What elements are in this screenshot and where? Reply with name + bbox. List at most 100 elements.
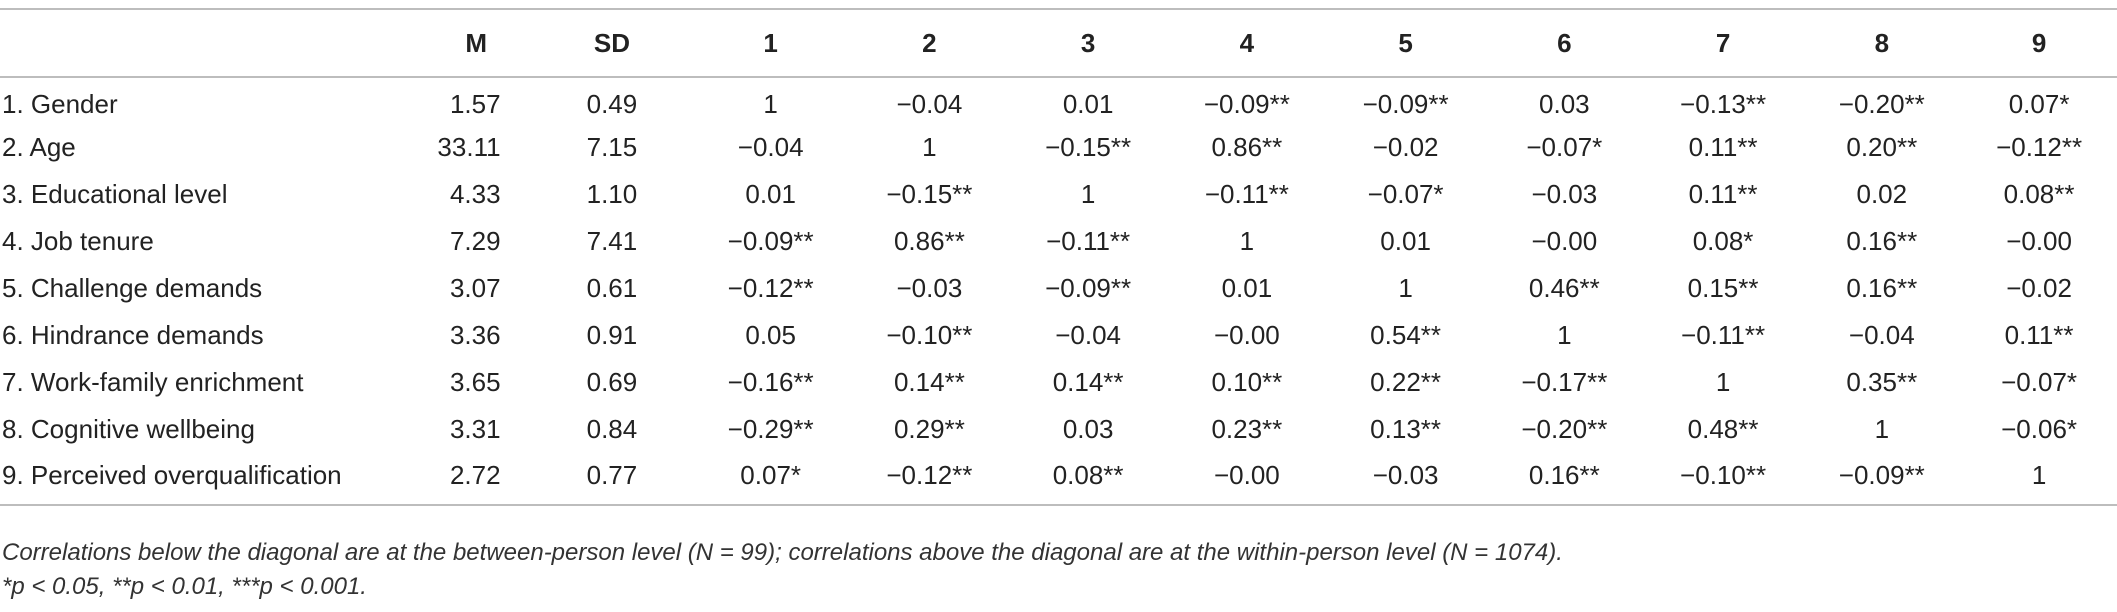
- correlation-cell: −0.10**: [886, 320, 973, 350]
- correlation-cell: 0.08**: [1008, 453, 1168, 506]
- header-cell: 6: [1484, 8, 1644, 78]
- correlation-cell: 0.07*: [691, 453, 851, 506]
- correlation-cell: −0.11**: [1204, 179, 1289, 209]
- correlation-cell: 1: [1961, 453, 2117, 506]
- correlation-cell: 1: [1715, 367, 1731, 397]
- correlation-cell: 0.01: [1221, 273, 1273, 303]
- correlation-cell: −0.09**: [1203, 88, 1290, 119]
- correlation-cell: −0.12**: [727, 273, 814, 303]
- mean-cell: 33.11: [437, 132, 501, 162]
- correlation-cell: −0.03: [1531, 179, 1598, 209]
- correlation-cell: −0.15**: [886, 179, 973, 209]
- sd-cell: 0.61: [586, 273, 638, 303]
- correlation-cell: 0.01: [1380, 226, 1431, 256]
- correlation-cell: −0.00: [1531, 226, 1598, 256]
- table-row: 1. Gender 1.57 0.49 1 −0.04 0.01 −0.09** −0.09*…: [0, 77, 2117, 124]
- correlation-cell: −0.09**: [1362, 88, 1449, 119]
- sd-cell: 1.10: [586, 179, 638, 209]
- correlation-cell: 0.48**: [1687, 414, 1759, 444]
- correlation-cell: −0.09**: [1045, 273, 1132, 303]
- footnote-line-1: Correlations below the diagonal are at t…: [2, 539, 1563, 566]
- correlation-cell: 1: [922, 132, 937, 162]
- correlation-cell: 0.11**: [2004, 320, 2074, 350]
- correlation-cell: 1: [1874, 414, 1890, 444]
- correlation-cell: 1: [1557, 320, 1572, 350]
- correlation-cell: −0.07*: [1367, 179, 1444, 209]
- mean-cell: 4.33: [449, 179, 501, 209]
- table-row: 8. Cognitive wellbeing 3.31 0.84 −0.29** 0.2…: [0, 406, 2117, 453]
- table-row: 5. Challenge demands 3.07 0.61 −0.12** −0.03…: [0, 265, 2117, 312]
- correlation-cell: −0.02: [2006, 273, 2072, 303]
- correlation-cell: 0.20**: [1846, 132, 1918, 162]
- sd-cell: 7.15: [586, 132, 638, 162]
- correlation-cell: −0.04: [737, 132, 804, 162]
- correlation-cell: −0.03: [1326, 453, 1485, 506]
- mean-cell: 1.57: [449, 88, 501, 119]
- correlation-cell: 0.02: [1856, 179, 1908, 209]
- table-row: 9. Perceived overqualification 2.72 0.77 0.…: [0, 453, 2117, 506]
- mean-cell: 3.31: [449, 414, 501, 444]
- table-row: 3. Educational level 4.33 1.10 0.01 −0.15** 1…: [0, 171, 2117, 218]
- variable-name-cell: 9. Perceived overqualification: [0, 453, 420, 506]
- correlation-cell: 1: [763, 88, 778, 119]
- header-cell: 4: [1167, 8, 1327, 78]
- correlation-cell: 0.29**: [893, 414, 965, 444]
- correlation-cell: 1: [1398, 273, 1413, 303]
- mean-cell: 3.07: [449, 273, 501, 303]
- sd-cell: 0.69: [586, 367, 638, 397]
- correlation-cell: 0.11**: [1688, 132, 1758, 162]
- correlation-cell: 0.08*: [1692, 226, 1754, 256]
- correlation-cell: −0.03: [896, 273, 963, 303]
- correlation-cell: 0.10**: [1211, 367, 1283, 397]
- correlation-cell: 0.35**: [1846, 367, 1918, 397]
- correlation-cell: −0.04: [1055, 320, 1122, 350]
- variable-name-cell: 3. Educational level: [2, 179, 228, 209]
- mean-cell: 3.65: [449, 367, 501, 397]
- correlation-cell: 0.14**: [1052, 367, 1124, 397]
- header-cell: 5: [1326, 8, 1485, 78]
- table-row: 2. Age 33.11 7.15 −0.04 1 −0.15** 0.86** −0.02 −…: [0, 124, 2117, 171]
- sd-cell: 7.41: [586, 226, 638, 256]
- correlation-cell: 1: [1080, 179, 1096, 209]
- sd-cell: 0.84: [586, 414, 638, 444]
- correlation-cell: −0.11**: [1681, 320, 1766, 350]
- table-row: 4. Job tenure 7.29 7.41 −0.09** 0.86** −0.11*…: [0, 218, 2117, 265]
- correlation-cell: 0.86**: [1211, 132, 1283, 162]
- header-cell-blank: [0, 8, 420, 78]
- header-cell: 9: [1961, 8, 2117, 78]
- header-cell: 7: [1643, 8, 1803, 78]
- variable-name-cell: 5. Challenge demands: [2, 273, 263, 303]
- correlation-cell: 0.11**: [1688, 179, 1758, 209]
- sd-cell: 0.49: [586, 88, 638, 119]
- header-cell: M: [419, 8, 533, 78]
- correlation-cell: −0.02: [1372, 132, 1439, 162]
- correlation-cell: −0.09**: [727, 226, 814, 256]
- correlation-cell: 1: [1239, 226, 1255, 256]
- variable-name-cell: 6. Hindrance demands: [2, 320, 264, 350]
- correlation-cell: −0.12**: [850, 453, 1009, 506]
- correlation-cell: −0.17**: [1521, 367, 1608, 397]
- correlation-cell: −0.07*: [2001, 367, 2078, 397]
- correlation-cell: 0.03: [1062, 414, 1114, 444]
- correlation-cell: 0.16**: [1846, 273, 1918, 303]
- correlation-cell: 0.01: [745, 179, 796, 209]
- correlation-cell: −0.13**: [1680, 88, 1767, 119]
- correlation-cell: 0.22**: [1370, 367, 1442, 397]
- correlation-cell: −0.00: [1167, 453, 1327, 506]
- variable-name-cell: 2. Age: [2, 132, 76, 162]
- header-cell: 3: [1008, 8, 1168, 78]
- correlation-cell: 0.16**: [1846, 226, 1918, 256]
- correlation-cell: 0.46**: [1528, 273, 1600, 303]
- variable-name-cell: 4. Job tenure: [2, 226, 154, 256]
- correlation-cell: −0.10**: [1643, 453, 1803, 506]
- correlation-cell: −0.04: [1848, 320, 1915, 350]
- correlation-cell: −0.00: [2006, 226, 2072, 256]
- correlation-cell: −0.04: [896, 88, 963, 119]
- correlation-cell: −0.00: [1213, 320, 1280, 350]
- correlation-cell: 0.13**: [1370, 414, 1442, 444]
- correlation-cell: 0.01: [1062, 88, 1114, 119]
- table-footnote: Correlations below the diagonal are at t…: [2, 536, 1563, 604]
- header-cell: 2: [850, 8, 1009, 78]
- mean-cell: 3.36: [449, 320, 501, 350]
